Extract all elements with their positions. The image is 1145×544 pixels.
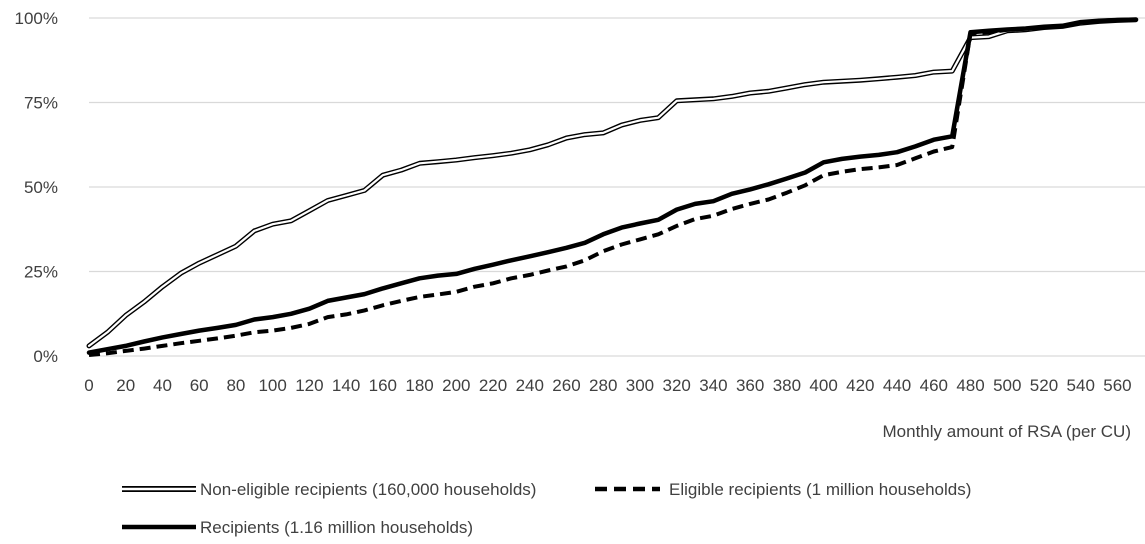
x-axis-title: Monthly amount of RSA (per CU) <box>883 422 1131 441</box>
x-tick-label: 360 <box>736 376 764 395</box>
x-tick-label: 80 <box>226 376 245 395</box>
legend-label-eligible: Eligible recipients (1 million household… <box>669 480 971 499</box>
x-tick-label: 140 <box>332 376 360 395</box>
x-tick-label: 240 <box>516 376 544 395</box>
x-tick-label: 160 <box>369 376 397 395</box>
x-tick-label: 40 <box>153 376 172 395</box>
x-tick-label: 280 <box>589 376 617 395</box>
series-line-recipients <box>86 17 1139 355</box>
legend-item-non-eligible: Non-eligible recipients (160,000 househo… <box>122 480 536 499</box>
y-axis-ticks: 0% 25% 50% 75% 100% <box>15 9 58 366</box>
x-tick-label: 540 <box>1067 376 1095 395</box>
gridlines <box>89 17 1145 357</box>
y-tick-label: 0% <box>33 347 58 366</box>
x-tick-label: 400 <box>809 376 837 395</box>
x-tick-label: 220 <box>479 376 507 395</box>
x-tick-label: 480 <box>956 376 984 395</box>
legend-label-recipients: Recipients (1.16 million households) <box>200 518 473 537</box>
y-tick-label: 25% <box>24 263 58 282</box>
x-tick-label: 100 <box>258 376 286 395</box>
x-tick-label: 200 <box>442 376 470 395</box>
x-tick-label: 20 <box>116 376 135 395</box>
legend-label-non-eligible: Non-eligible recipients (160,000 househo… <box>200 480 536 499</box>
x-tick-label: 180 <box>405 376 433 395</box>
x-tick-label: 460 <box>920 376 948 395</box>
x-tick-label: 260 <box>552 376 580 395</box>
legend: Non-eligible recipients (160,000 househo… <box>122 480 971 537</box>
x-tick-label: 420 <box>846 376 874 395</box>
x-tick-label: 340 <box>699 376 727 395</box>
legend-item-recipients: Recipients (1.16 million households) <box>122 518 473 537</box>
x-tick-label: 440 <box>883 376 911 395</box>
series-lines <box>86 17 1139 357</box>
x-tick-label: 320 <box>662 376 690 395</box>
x-tick-label: 380 <box>773 376 801 395</box>
y-tick-label: 50% <box>24 178 58 197</box>
series-line-eligible <box>88 17 1136 357</box>
y-tick-label: 100% <box>15 9 58 28</box>
x-tick-label: 500 <box>993 376 1021 395</box>
x-tick-label: 60 <box>190 376 209 395</box>
y-tick-label: 75% <box>24 94 58 113</box>
legend-item-eligible: Eligible recipients (1 million household… <box>595 480 971 499</box>
x-tick-label: 0 <box>84 376 93 395</box>
x-tick-label: 300 <box>626 376 654 395</box>
x-tick-label: 560 <box>1103 376 1131 395</box>
x-axis-ticks: 0 20 40 60 80 100 120 140 160 180 200 220 240 260 280 3… <box>84 376 1131 395</box>
series-line-non-eligible-inner <box>87 18 1137 347</box>
x-tick-label: 120 <box>295 376 323 395</box>
x-tick-label: 520 <box>1030 376 1058 395</box>
series-line-non-eligible <box>86 17 1139 349</box>
